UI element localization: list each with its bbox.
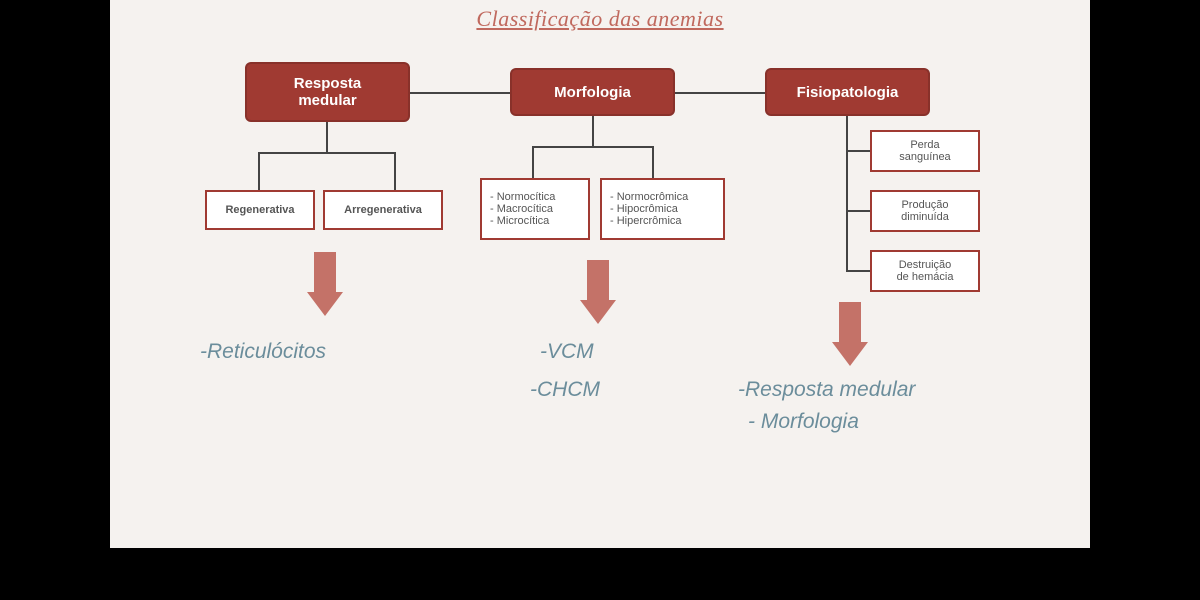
sub-category-box: Perdasanguínea xyxy=(870,130,980,172)
sub-category-box: Arregenerativa xyxy=(323,190,443,230)
sub-box-line: - Hipocrômica xyxy=(610,203,678,215)
sub-category-box: Regenerativa xyxy=(205,190,315,230)
main-category-box: Resposta medular xyxy=(245,62,410,122)
main-category-box: Morfologia xyxy=(510,68,675,116)
connector-line xyxy=(258,152,260,190)
sub-box-line: - Macrocítica xyxy=(490,203,553,215)
handwritten-label: -CHCM xyxy=(530,378,600,402)
connector-line xyxy=(846,270,870,272)
down-arrow-icon xyxy=(305,252,345,316)
connector-line xyxy=(394,152,396,190)
connector-line xyxy=(410,92,510,94)
sub-box-line: - Normocítica xyxy=(490,191,555,203)
down-arrow-icon xyxy=(830,302,870,366)
connector-line xyxy=(592,116,594,146)
sub-box-line: de hemácia xyxy=(897,271,954,283)
sub-category-box: Destruiçãode hemácia xyxy=(870,250,980,292)
sub-box-line: Perda xyxy=(910,139,939,151)
connector-line xyxy=(652,146,654,178)
sub-box-line: Produção xyxy=(901,199,948,211)
sub-box-line: Arregenerativa xyxy=(344,204,422,216)
connector-line xyxy=(532,146,654,148)
sub-box-line: diminuída xyxy=(901,211,949,223)
down-arrow-icon xyxy=(578,260,618,324)
sub-box-line: - Normocrômica xyxy=(610,191,688,203)
handwritten-label: -Reticulócitos xyxy=(200,340,326,364)
handwritten-label: -VCM xyxy=(540,340,594,364)
sub-box-line: - Microcítica xyxy=(490,215,549,227)
diagram-canvas: Classificação das anemias Resposta medul… xyxy=(110,0,1090,548)
connector-line xyxy=(326,122,328,152)
sub-box-line: Regenerativa xyxy=(225,204,294,216)
sub-category-box: Produçãodiminuída xyxy=(870,190,980,232)
sub-category-box: - Normocítica- Macrocítica- Microcítica xyxy=(480,178,590,240)
connector-line xyxy=(846,150,870,152)
sub-box-line: Destruição xyxy=(899,259,952,271)
connector-line xyxy=(846,116,848,270)
connector-line xyxy=(532,146,534,178)
handwritten-label: -Resposta medular xyxy=(738,378,915,402)
handwritten-label: - Morfologia xyxy=(748,410,859,434)
diagram-title: Classificação das anemias xyxy=(476,6,723,32)
main-category-box: Fisiopatologia xyxy=(765,68,930,116)
connector-line xyxy=(846,210,870,212)
sub-box-line: sanguínea xyxy=(899,151,950,163)
connector-line xyxy=(258,152,396,154)
sub-category-box: - Normocrômica- Hipocrômica- Hipercrômic… xyxy=(600,178,725,240)
sub-box-line: - Hipercrômica xyxy=(610,215,682,227)
connector-line xyxy=(675,92,765,94)
